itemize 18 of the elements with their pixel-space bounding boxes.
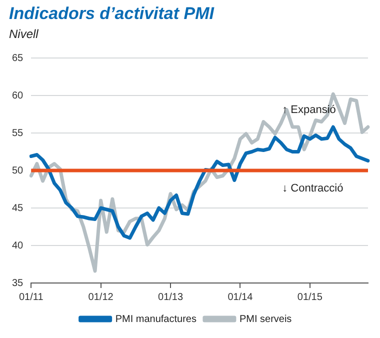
x-tick-label: 01/11 bbox=[18, 292, 44, 303]
legend-label: PMI manufactures bbox=[115, 314, 196, 325]
y-axis-title: Nivell bbox=[9, 27, 38, 41]
x-tick-label: 01/15 bbox=[297, 292, 323, 303]
x-tick-label: 01/13 bbox=[158, 292, 184, 303]
annotation: ↓ Contracció bbox=[282, 182, 344, 195]
y-tick-label: 50 bbox=[12, 165, 24, 176]
x-tick-label: 01/14 bbox=[228, 292, 254, 303]
annotation: ↑ Expansió bbox=[282, 104, 336, 116]
y-tick-label: 55 bbox=[12, 128, 24, 139]
y-tick-label: 40 bbox=[12, 240, 24, 252]
x-tick-label: 01/12 bbox=[88, 292, 114, 303]
y-tick-label: 65 bbox=[12, 52, 24, 64]
y-tick-label: 60 bbox=[12, 90, 24, 102]
legend-label: PMI serveis bbox=[239, 314, 292, 325]
y-tick-label: 35 bbox=[12, 278, 24, 289]
chart-title: Indicadors d’activitat PMI bbox=[9, 4, 214, 24]
y-tick-label: 45 bbox=[12, 202, 24, 214]
